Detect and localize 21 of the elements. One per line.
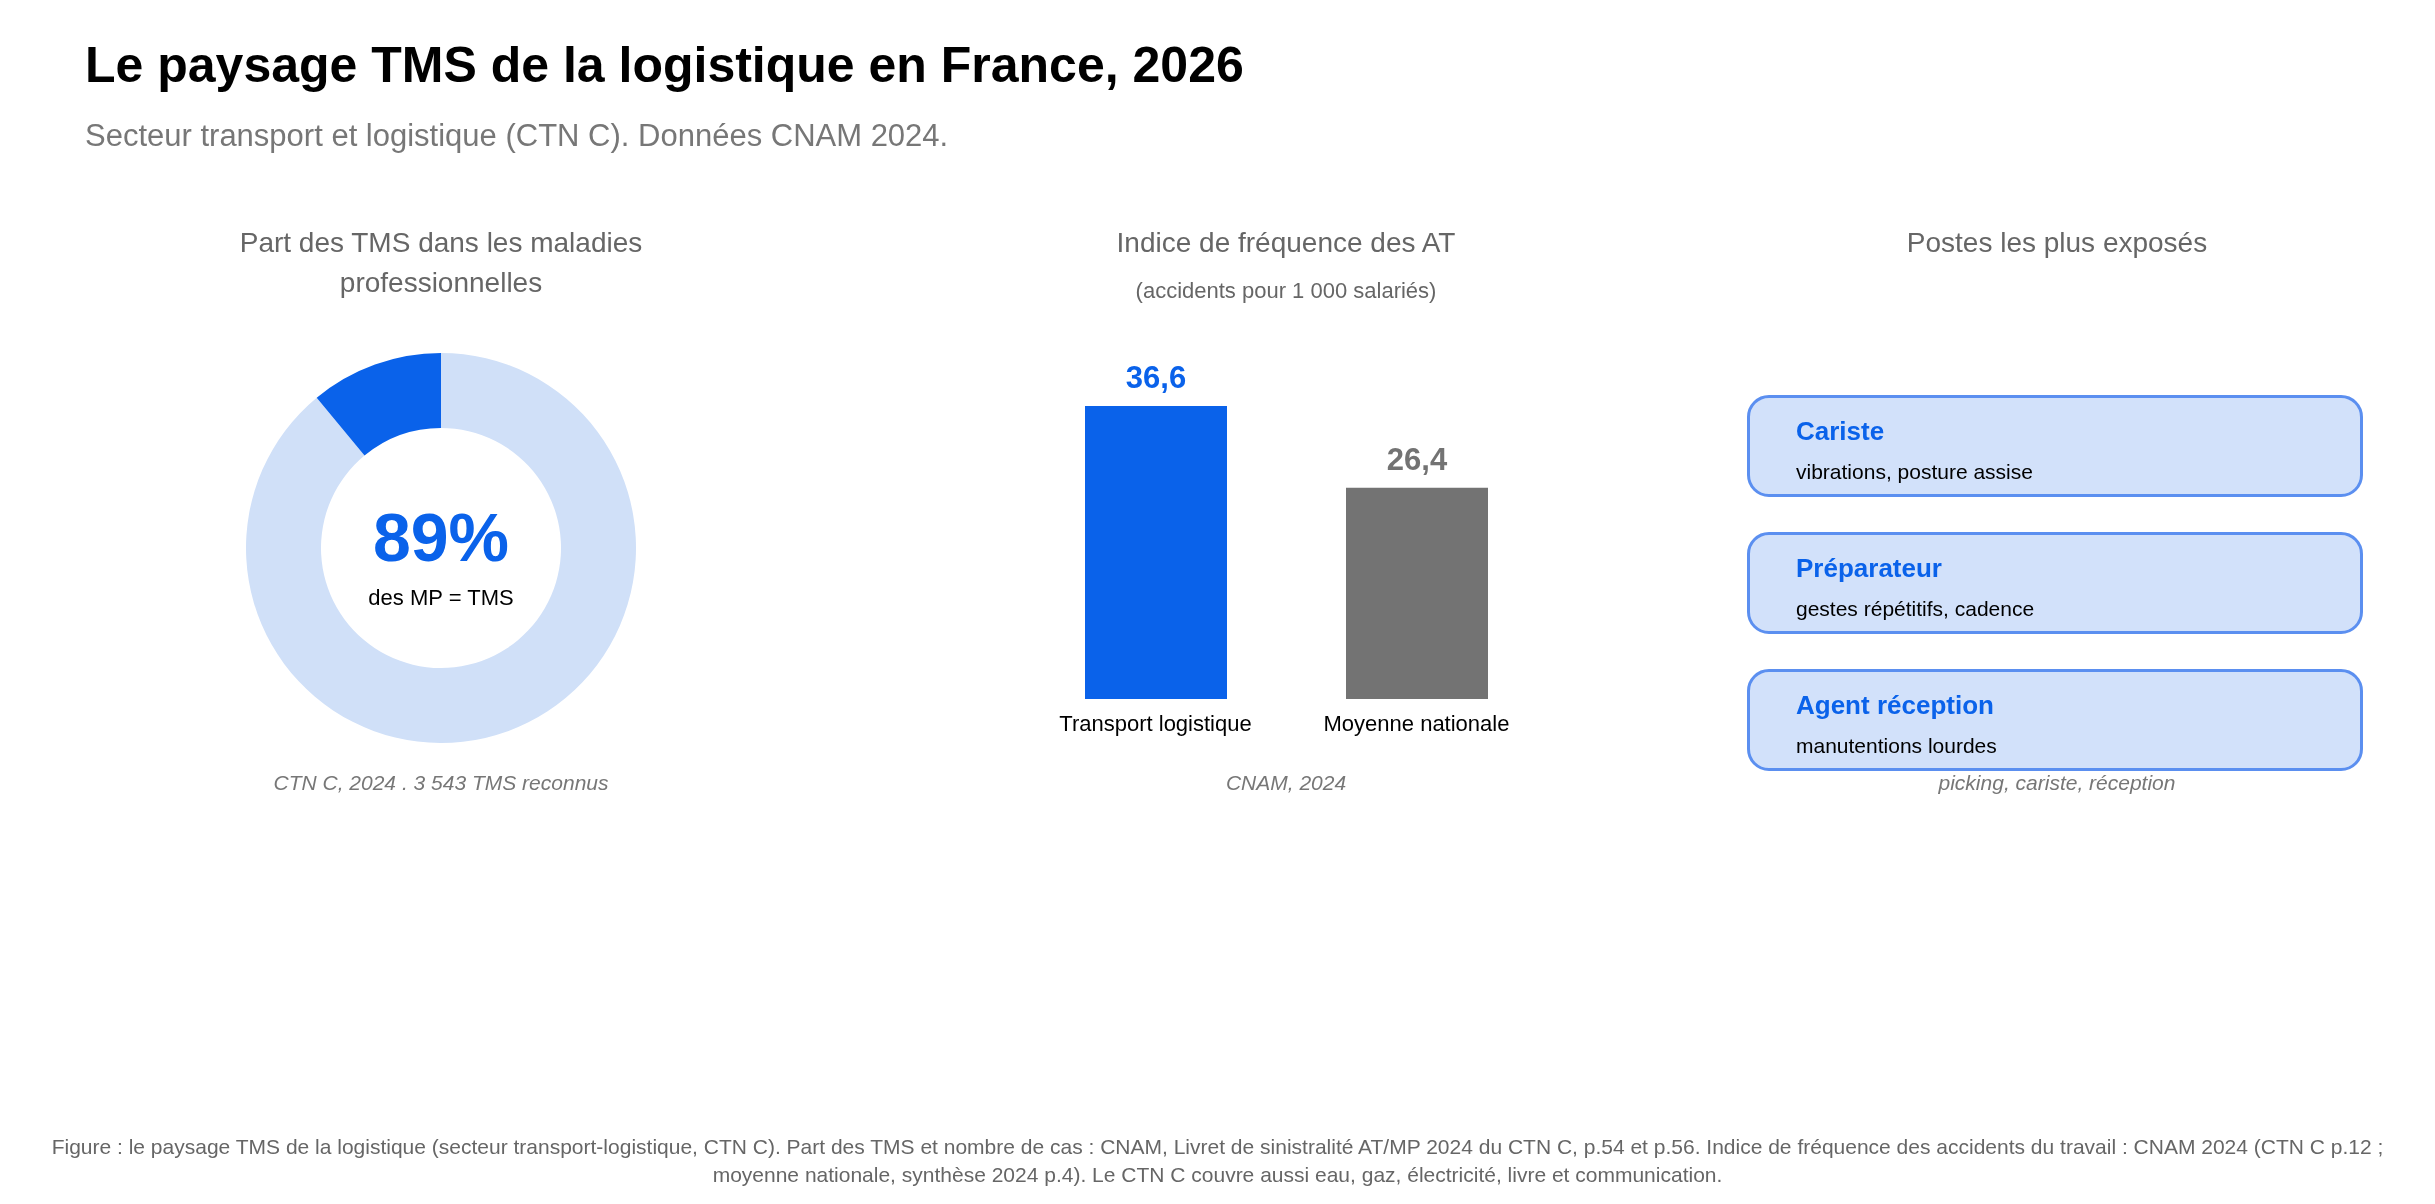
text: CTN C, 2024 . 3 543 TMS reconnus bbox=[273, 771, 609, 794]
chart-title: Indice de fréquence des AT bbox=[1116, 227, 1456, 258]
text: CNAM, 2024 bbox=[1225, 771, 1347, 794]
text: des MP = TMS bbox=[368, 585, 514, 610]
card: Préparateur gestes répétitifs, cadence bbox=[1747, 532, 2363, 634]
data-label: 26,4 bbox=[1386, 441, 1448, 477]
chart-subtitle: (accidents pour 1 000 salariés) bbox=[1135, 278, 1437, 303]
x-tick-label: Moyenne nationale bbox=[1323, 710, 1510, 736]
chart-title: Part des TMS dans les maladies professionnelles bbox=[239, 227, 643, 298]
text: Le paysage TMS de la logistique en France, 2026 bbox=[85, 37, 1244, 93]
donut-slice bbox=[246, 353, 636, 743]
card: Cariste vibrations, posture assise bbox=[1747, 395, 2363, 497]
data-label: 36,6 bbox=[1125, 360, 1187, 395]
text: Secteur transport et logistique (CTN C). Données CNAM 2024. bbox=[85, 118, 949, 153]
card: Agent réception manutentions lourdes bbox=[1747, 669, 2363, 771]
text: Figure : le paysage TMS de la logistique (secteur transport-logistique, CTN C). Part des TMS et nombre de cas : CNAM, Livret de sinistralité AT/MP 2024 du CTN C, p.54 et p.56. Indice de fréquence des accidents du travail : CNAM 2024 (CTN C p.12 ; moyenne nationale, synthèse 2024 p.4). Le CTN C couvre aussi eau, gaz, électricité, livre et communication. bbox=[51, 1135, 2384, 1186]
data-label: 89% bbox=[372, 499, 510, 575]
text: picking, cariste, réception bbox=[1938, 771, 2176, 794]
x-tick-label: Transport logistique bbox=[1059, 710, 1252, 736]
text: Postes les plus exposés bbox=[1906, 227, 2208, 258]
donut-slice bbox=[316, 353, 441, 456]
